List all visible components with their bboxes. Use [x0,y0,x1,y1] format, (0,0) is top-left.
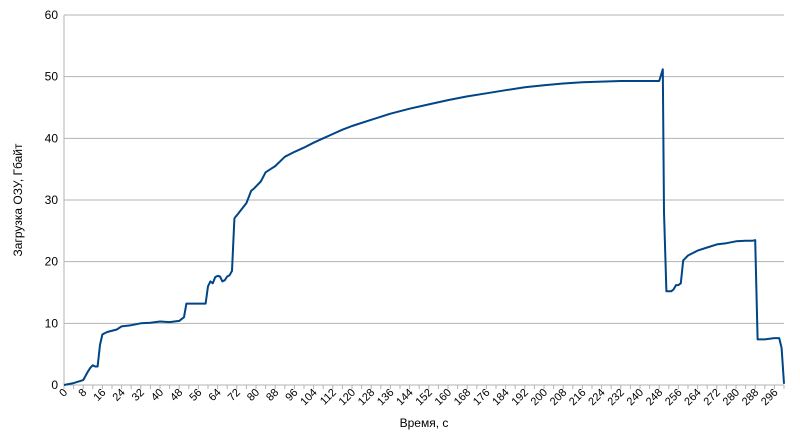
x-tick-label: 80 [245,387,262,404]
y-tick-label: 10 [45,316,59,330]
x-tick-label: 104 [298,387,319,408]
x-tick-label: 216 [567,387,588,408]
y-tick-label: 0 [51,378,58,392]
x-tick-label: 224 [586,387,607,408]
x-tick-label: 248 [644,387,665,408]
y-tick-label: 60 [45,8,59,22]
x-tick-label: 200 [529,387,550,408]
x-tick-label: 96 [283,387,300,404]
y-tick-label: 50 [45,70,59,84]
axes [63,15,785,389]
x-tick-label: 240 [625,387,646,408]
x-tick-label: 72 [226,387,243,404]
x-tick-label: 192 [509,387,530,408]
y-tick-label: 20 [45,255,59,269]
x-tick-label: 144 [394,387,415,408]
x-tick-label: 288 [740,387,761,408]
x-tick-label: 64 [207,387,224,404]
x-tick-label: 296 [759,387,780,408]
x-tick-label: 256 [663,387,684,408]
x-tick-label: 16 [91,387,108,404]
x-tick-label: 24 [111,387,128,404]
x-tick-label: 56 [187,387,204,404]
x-tick-label: 120 [337,387,358,408]
x-axis-title: Время, с [400,416,449,430]
x-tick-label: 128 [356,387,377,408]
x-tick-label: 264 [682,387,703,408]
x-tick-label: 152 [413,387,434,408]
x-tick-label: 88 [264,387,281,404]
x-tick-label: 208 [548,387,569,408]
x-tick-label: 160 [433,387,454,408]
x-tick-label: 176 [471,387,492,408]
x-tick-label: 136 [375,387,396,408]
x-tick-label: 272 [701,387,722,408]
y-tick-label: 40 [45,131,59,145]
y-tick-label: 30 [45,193,59,207]
x-tick-label: 40 [149,387,166,404]
y-axis-ticks: 0 10 20 30 40 50 60 [45,8,59,392]
ram-usage-series-line [63,68,785,386]
x-tick-label: 48 [168,387,185,404]
x-tick-label: 280 [721,387,742,408]
x-tick-label: 112 [318,387,339,408]
x-tick-label: 168 [452,387,473,408]
x-tick-label: 184 [490,387,511,408]
y-axis-title: Загрузка ОЗУ, Гбайт [11,143,25,256]
x-tick-label: 32 [130,387,147,404]
gridlines [64,14,784,324]
x-tick-label: 232 [605,387,626,408]
x-axis-ticks: 0 8 16 24 32 40 48 56 64 72 80 88 961041121201281361… [57,387,780,408]
